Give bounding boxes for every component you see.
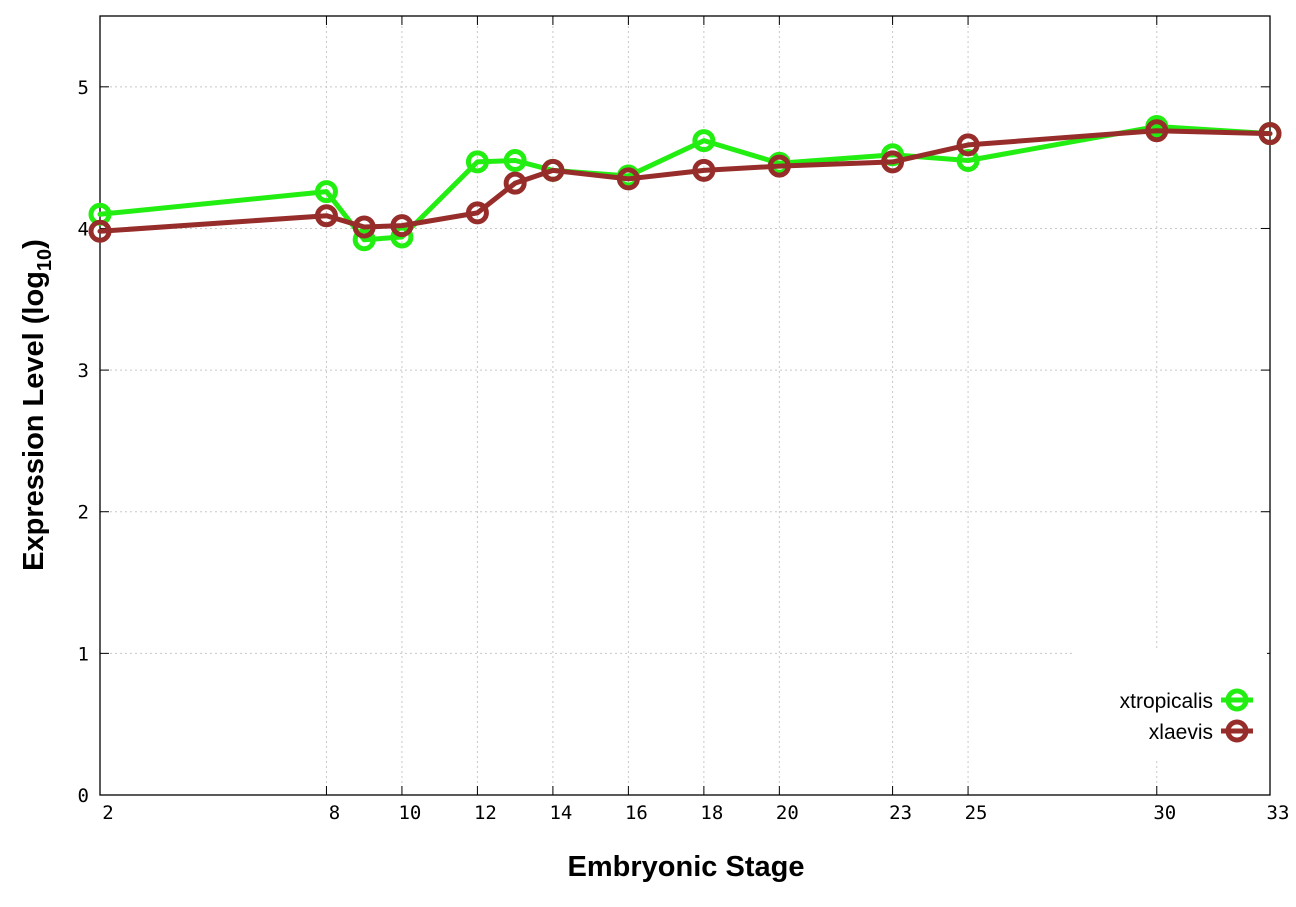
data-point-xtropicalis: [314, 180, 338, 204]
x-axis-title: Embryonic Stage: [568, 851, 805, 883]
y-tick-label: 0: [78, 785, 89, 807]
data-point-xlaevis: [88, 219, 112, 243]
plot-frame: [99, 15, 1271, 796]
data-point-xtropicalis: [465, 150, 489, 174]
data-point-xlaevis: [352, 215, 376, 239]
y-tick-label: 2: [78, 502, 89, 524]
data-point-xlaevis: [541, 158, 565, 182]
x-tick-label: 30: [1153, 802, 1176, 824]
data-point-xlaevis: [503, 171, 527, 195]
data-point-xlaevis: [1258, 122, 1282, 146]
x-tick-label: 23: [889, 802, 912, 824]
data-point-xlaevis: [692, 158, 716, 182]
legend-marker-xtropicalis: [1225, 688, 1249, 712]
data-point-xlaevis: [1145, 119, 1169, 143]
x-tick-label: 33: [1267, 802, 1290, 824]
legend-label-xtropicalis: xtropicalis: [1120, 690, 1213, 713]
x-tick-label: 18: [700, 802, 723, 824]
data-point-xlaevis: [616, 167, 640, 191]
data-point-xlaevis: [314, 204, 338, 228]
x-tick-label: 12: [474, 802, 497, 824]
data-point-xlaevis: [767, 154, 791, 178]
x-tick-label: 8: [329, 802, 340, 824]
legend: xtropicalis xlaevis: [1072, 650, 1267, 760]
data-point-xtropicalis: [352, 228, 376, 252]
y-axis-title-subscript: 10: [34, 249, 56, 271]
x-tick-label: 16: [625, 802, 648, 824]
y-axis-title-main: Expression Level (log: [18, 271, 50, 571]
data-point-xtropicalis: [692, 129, 716, 153]
series-layer: [88, 114, 1282, 252]
y-tick-label: 1: [78, 643, 89, 665]
x-tick-label: 25: [965, 802, 988, 824]
x-tick-label: 20: [776, 802, 799, 824]
series-line-xtropicalis: [97, 124, 1273, 243]
data-point-xlaevis: [881, 150, 905, 174]
data-point-xlaevis: [956, 133, 980, 157]
data-point-xlaevis: [465, 201, 489, 225]
y-axis-title: Expression Level (log10): [18, 239, 56, 571]
series-line-xlaevis: [97, 128, 1273, 234]
x-tick-label: 14: [549, 802, 572, 824]
y-axis-title-suffix: ): [18, 239, 50, 249]
data-point-xtropicalis: [503, 148, 527, 172]
x-tick-label: 2: [102, 802, 113, 824]
y-tick-label: 5: [78, 77, 89, 99]
x-tick-label: 10: [398, 802, 421, 824]
y-tick-label: 4: [78, 218, 89, 240]
y-tick-label: 3: [78, 360, 89, 382]
data-point-xlaevis: [390, 214, 414, 238]
legend-label-xlaevis: xlaevis: [1149, 721, 1213, 744]
legend-marker-xlaevis: [1225, 719, 1249, 743]
